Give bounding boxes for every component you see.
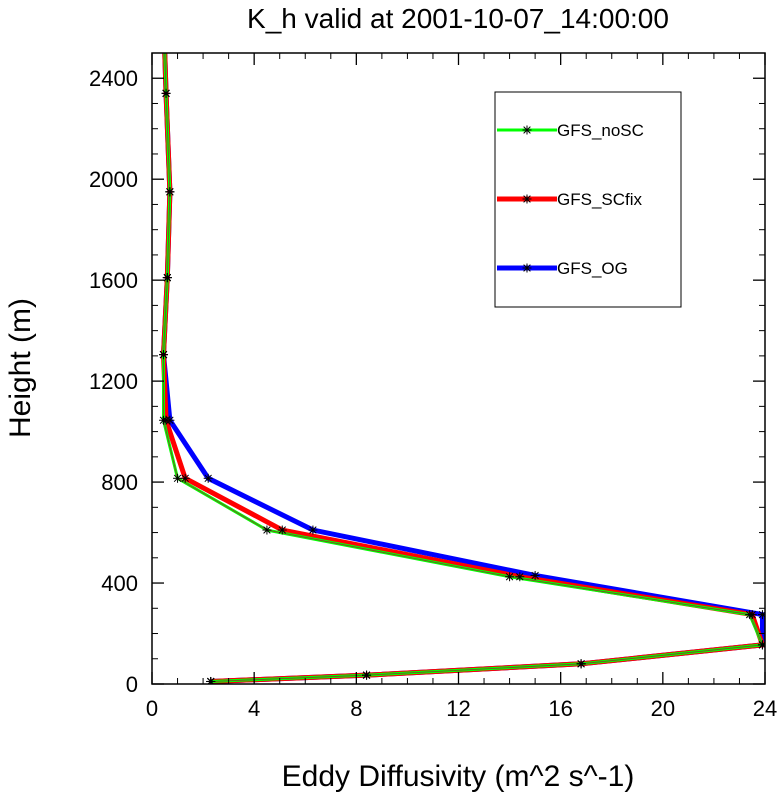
data-point-marker — [362, 670, 372, 680]
y-tick-label: 400 — [101, 571, 138, 596]
x-axis-label: Eddy Diffusivity (m^2 s^-1) — [282, 760, 635, 793]
data-point-marker — [158, 415, 168, 425]
legend-marker — [522, 125, 532, 135]
y-tick-label: 0 — [126, 672, 138, 697]
legend-marker — [522, 194, 532, 204]
data-point-marker — [530, 570, 540, 580]
legend-label: GFS_SCfix — [557, 190, 643, 209]
y-tick-label: 1600 — [89, 268, 138, 293]
y-tick-label: 1200 — [89, 369, 138, 394]
x-tick-label: 4 — [248, 696, 260, 721]
data-point-marker — [161, 88, 171, 98]
y-tick-label: 2000 — [89, 167, 138, 192]
y-axis-label: Height (m) — [4, 298, 37, 438]
legend-marker — [522, 263, 532, 273]
data-point-marker — [180, 473, 190, 483]
x-tick-label: 12 — [446, 696, 470, 721]
y-tick-label: 800 — [101, 470, 138, 495]
data-point-marker — [262, 525, 272, 535]
data-point-marker — [162, 273, 172, 283]
legend-label: GFS_noSC — [557, 121, 644, 140]
data-point-marker — [515, 572, 525, 582]
data-point-marker — [505, 572, 515, 582]
data-point-marker — [165, 187, 175, 197]
series-center-line — [163, 53, 764, 682]
data-point-marker — [745, 610, 755, 620]
data-point-marker — [203, 473, 213, 483]
x-tick-label: 24 — [753, 696, 777, 721]
x-tick-label: 8 — [350, 696, 362, 721]
x-tick-label: 20 — [651, 696, 675, 721]
chart-title: K_h valid at 2001-10-07_14:00:00 — [247, 3, 669, 34]
x-tick-label: 0 — [146, 696, 158, 721]
data-point-marker — [173, 473, 183, 483]
data-point-marker — [158, 350, 168, 360]
data-point-marker — [277, 525, 287, 535]
y-tick-label: 2400 — [89, 66, 138, 91]
data-point-marker — [576, 659, 586, 669]
legend: GFS_noSC GFS_SCfix GFS_OG — [494, 91, 682, 308]
x-tick-label: 16 — [548, 696, 572, 721]
legend-label: GFS_OG — [557, 259, 628, 278]
data-point-marker — [308, 525, 318, 535]
